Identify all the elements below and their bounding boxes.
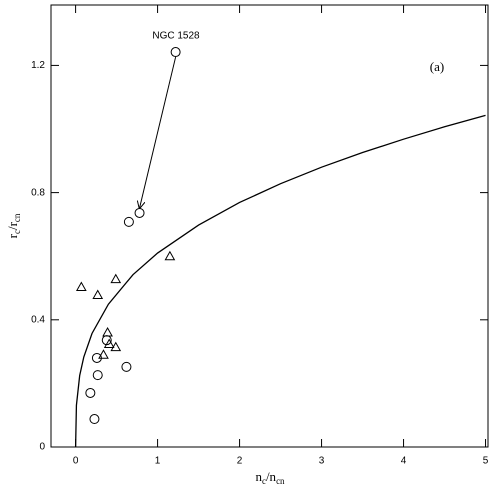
triangle-point: [102, 327, 113, 337]
x-axis-label: nc/ncn: [255, 469, 285, 486]
x-tick-label: 1: [155, 456, 161, 467]
x-tick-label: 4: [401, 456, 407, 467]
annotation-arrow: [140, 56, 177, 208]
triangle-point: [110, 273, 122, 284]
y-axis-label: rc/rcn: [5, 213, 22, 238]
y-tick-label: 0: [39, 442, 45, 453]
triangle-point: [164, 250, 176, 261]
y-tick-label: 0.4: [31, 314, 45, 325]
model-curve: [74, 114, 486, 448]
circle-point: [170, 47, 181, 58]
x-tick-label: 3: [319, 456, 325, 467]
annotation: NGC 1528: [152, 31, 200, 42]
panel-label: (a): [430, 59, 444, 74]
circle-point: [121, 361, 132, 372]
circle-point: [85, 387, 96, 398]
y-tick-label: 0.8: [31, 187, 45, 198]
circle-point: [123, 216, 134, 227]
triangle-point: [92, 289, 104, 300]
x-label-part: /n: [266, 469, 277, 484]
y-tick-label: 1.2: [31, 60, 45, 71]
x-label-part: n: [255, 469, 262, 484]
x-label-part: cn: [276, 476, 285, 486]
y-label-part: r: [5, 233, 20, 238]
plot-frame: [50, 4, 489, 448]
triangle-point: [110, 341, 122, 352]
triangle-point: [75, 281, 87, 292]
x-tick-label: 0: [73, 456, 79, 467]
y-label-part: c: [12, 230, 22, 234]
circle-point: [89, 414, 100, 425]
triangle-point: [98, 349, 109, 359]
circle-point: [92, 370, 103, 381]
circle-point: [134, 207, 145, 218]
x-label-part: c: [262, 476, 266, 486]
y-label-part: cn: [12, 213, 22, 222]
x-tick-label: 5: [483, 456, 489, 467]
x-tick-label: 2: [237, 456, 243, 467]
y-label-part: /r: [5, 221, 20, 230]
triangle-point: [103, 338, 115, 348]
